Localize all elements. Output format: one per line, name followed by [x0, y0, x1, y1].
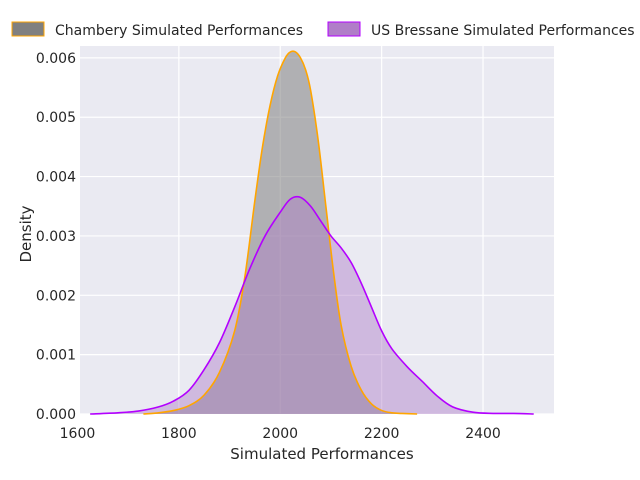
y-tick-label: 0.006	[36, 51, 76, 67]
legend-swatch-chambery	[11, 21, 45, 37]
y-tick-label: 0.000	[36, 407, 76, 423]
y-tick-label: 0.002	[36, 288, 76, 304]
legend-label-chambery: Chambery Simulated Performances	[55, 23, 303, 39]
legend-swatch-bressane	[327, 21, 361, 37]
series-bressane-line	[90, 195, 534, 415]
density-areas	[90, 50, 534, 415]
y-tick-label: 0.005	[36, 110, 76, 126]
series-chambery-line	[143, 50, 418, 415]
y-axis-label: Density	[17, 205, 35, 262]
series-chambery-fill	[143, 51, 418, 414]
legend: Chambery Simulated Performances US Bress…	[11, 21, 635, 39]
y-tick-label: 0.004	[36, 170, 76, 186]
x-axis-label: Simulated Performances	[230, 445, 414, 463]
x-tick-labels: 1600 1800 2000 2200 2400	[60, 426, 501, 442]
y-tick-label: 0.001	[36, 348, 76, 364]
x-tick-label: 1800	[161, 426, 197, 442]
x-tick-label: 2000	[262, 426, 298, 442]
y-tick-labels: 0.000 0.001 0.002 0.003 0.004 0.005 0.006	[36, 51, 76, 423]
legend-label-bressane: US Bressane Simulated Performances	[371, 23, 635, 39]
x-tick-label: 1600	[60, 426, 96, 442]
x-tick-label: 2400	[465, 426, 501, 442]
y-tick-label: 0.003	[36, 229, 76, 245]
series-bressane-fill	[90, 196, 534, 414]
x-tick-label: 2200	[364, 426, 400, 442]
